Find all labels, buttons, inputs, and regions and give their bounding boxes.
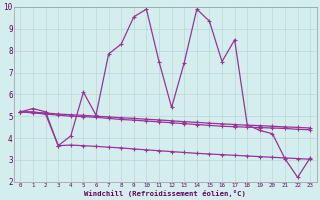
X-axis label: Windchill (Refroidissement éolien,°C): Windchill (Refroidissement éolien,°C) — [84, 190, 246, 197]
